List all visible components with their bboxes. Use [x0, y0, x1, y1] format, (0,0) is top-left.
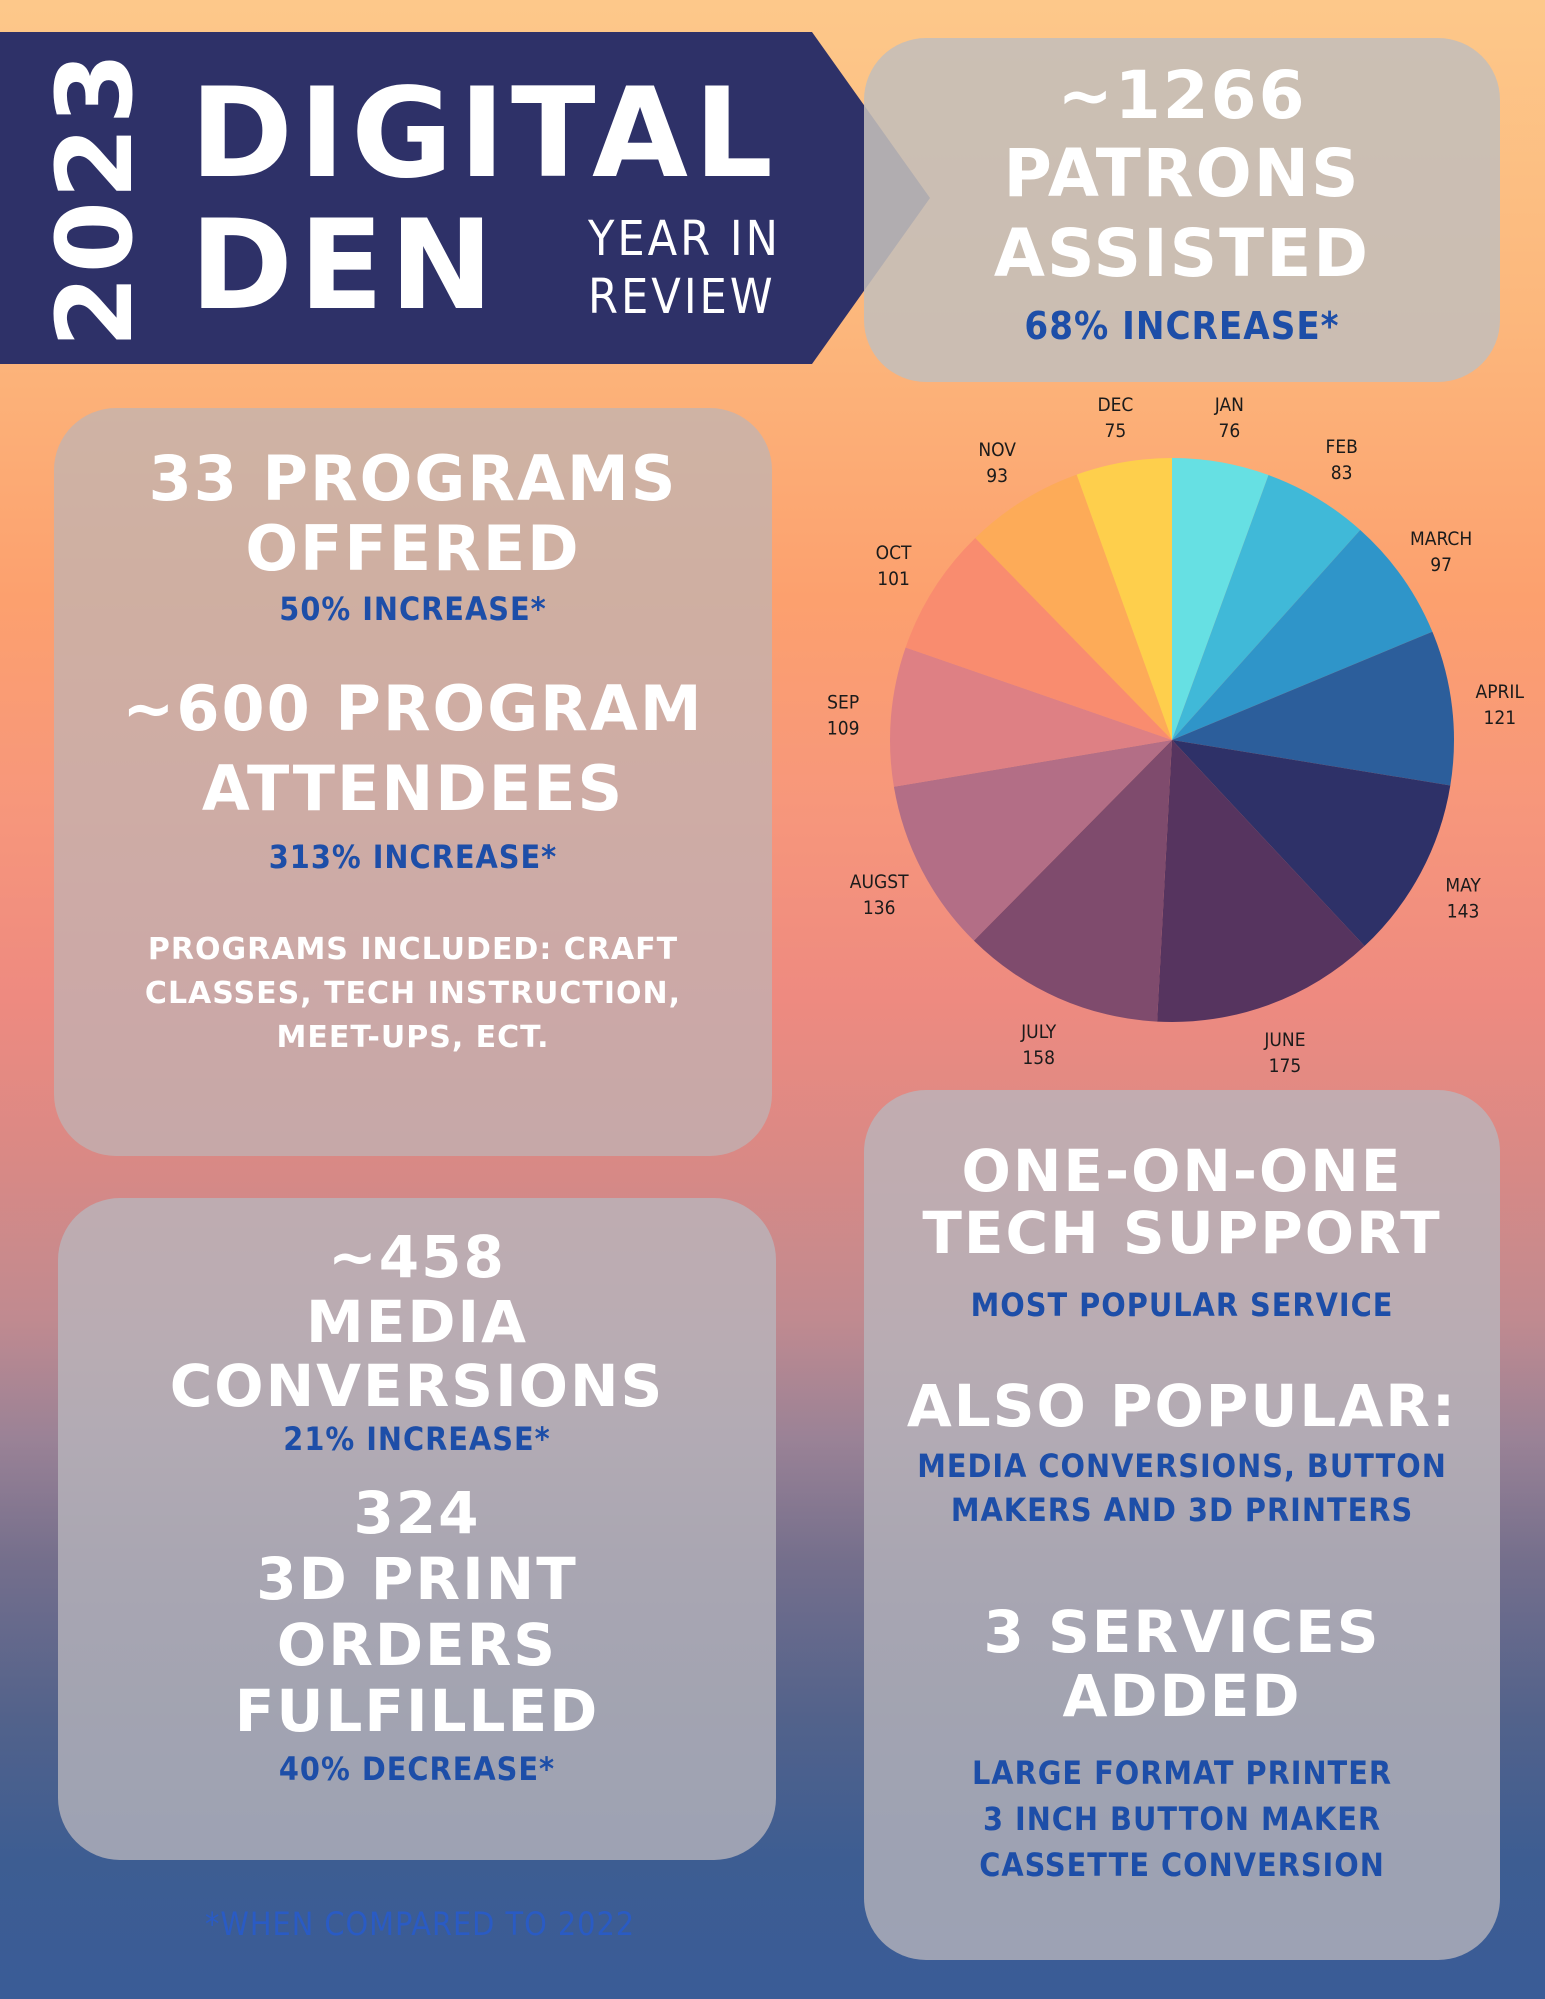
pie-label-month-june: JUNE [1263, 1029, 1305, 1051]
patrons-count: ~1266 [1057, 57, 1307, 134]
programs-card: 33 PROGRAMS OFFERED 50% INCREASE* ~600 P… [54, 408, 772, 1156]
pie-label-month-jan: JAN [1214, 395, 1244, 416]
pie-slice-oct [905, 537, 1172, 740]
pie-label-value-sep: 109 [827, 717, 860, 739]
attendees-change: 313% INCREASE* [268, 838, 558, 876]
patrons-change: 68% INCREASE* [1024, 304, 1340, 348]
print-line1: 3D PRINT [256, 1545, 578, 1613]
pie-label-value-april: 121 [1483, 707, 1516, 729]
year-label: 2023 [34, 50, 156, 348]
services-added-item3: CASSETTE CONVERSION [979, 1846, 1385, 1884]
patrons-line1: PATRONS [1003, 135, 1361, 212]
attendees-line2: ATTENDEES [201, 752, 625, 825]
pie-label-month-oct: OCT [876, 542, 912, 564]
year-label-wrap: 2023 [34, 50, 156, 347]
programs-offered-change: 50% INCREASE* [279, 590, 547, 628]
services-top-line2: TECH SUPPORT [922, 1199, 1442, 1267]
media-count: ~458 [328, 1223, 506, 1291]
header-banner [0, 32, 930, 364]
title-line1: DIGITAL [190, 62, 779, 206]
subtitle-line2: REVIEW [588, 269, 776, 325]
title-line2: DEN [190, 194, 500, 338]
services-added-item2: 3 INCH BUTTON MAKER [982, 1800, 1382, 1838]
pie-slice-dec [1076, 458, 1172, 740]
pie-label-value-oct: 101 [877, 568, 910, 590]
pie-label-month-may: MAY [1445, 874, 1481, 896]
pie-slices [890, 458, 1454, 1022]
pie-label-month-nov: NOV [978, 439, 1016, 461]
pie-label-value-june: 175 [1269, 1055, 1302, 1075]
pie-slice-june [1157, 740, 1365, 1022]
services-also-line1: MEDIA CONVERSIONS, BUTTON [917, 1447, 1447, 1485]
programs-included-line1: PROGRAMS INCLUDED: CRAFT [147, 932, 679, 967]
print-line3: FULFILLED [234, 1677, 600, 1745]
pie-labels: JAN 76 FEB 83 MARCH 97 APRIL 121 MAY 143 JUNE 175 JU… [827, 395, 1525, 1075]
media-card: ~458 MEDIA CONVERSIONS 21% INCREASE* 324… [58, 1198, 776, 1860]
services-added-line2: ADDED [1062, 1662, 1302, 1730]
footer-note: *WHEN COMPARED TO 2022 [205, 1905, 636, 1943]
pie-label-value-feb: 83 [1331, 462, 1353, 484]
pie-slice-march [1172, 530, 1433, 740]
print-line2: ORDERS [276, 1611, 558, 1679]
pie-slice-jan [1172, 458, 1269, 740]
services-card: ONE-ON-ONE TECH SUPPORT MOST POPULAR SER… [864, 1090, 1500, 1960]
pie-label-month-augst: AUGST [850, 871, 909, 893]
pie-label-value-jan: 76 [1218, 420, 1240, 442]
media-change: 21% INCREASE* [283, 1420, 551, 1458]
media-line2: CONVERSIONS [169, 1352, 665, 1420]
pie-label-value-march: 97 [1430, 554, 1452, 576]
patrons-card: ~1266 PATRONS ASSISTED 68% INCREASE* [864, 38, 1500, 382]
pie-slice-may [1172, 740, 1451, 947]
pie-slice-april [1172, 631, 1454, 786]
services-also-title: ALSO POPULAR: [906, 1372, 1458, 1440]
pie-label-value-augst: 136 [863, 897, 896, 919]
pie-label-month-feb: FEB [1326, 436, 1358, 458]
attendees-line1: ~600 PROGRAM [122, 672, 704, 745]
pie-slice-nov [975, 474, 1172, 740]
services-also-line2: MAKERS AND 3D PRINTERS [950, 1491, 1414, 1529]
banner-shape [0, 32, 930, 364]
monthly-patrons-pie-chart: JAN 76 FEB 83 MARCH 97 APRIL 121 MAY 143 JUNE 175 JU… [827, 395, 1525, 1075]
pie-label-value-nov: 93 [986, 465, 1008, 487]
patrons-line2: ASSISTED [993, 215, 1371, 292]
services-top-note: MOST POPULAR SERVICE [970, 1286, 1394, 1324]
programs-offered-line1: 33 PROGRAMS [148, 442, 678, 515]
media-line1: MEDIA [306, 1288, 528, 1356]
pie-label-value-dec: 75 [1105, 420, 1127, 442]
pie-label-value-may: 143 [1447, 900, 1480, 922]
pie-slice-july [973, 740, 1172, 1022]
pie-slice-feb [1172, 475, 1361, 740]
pie-slice-sep [890, 647, 1172, 787]
pie-label-month-dec: DEC [1097, 395, 1133, 416]
print-count: 324 [353, 1479, 481, 1547]
pie-slice-augst [893, 740, 1172, 941]
programs-included-line3: MEET-UPS, ECT. [276, 1020, 550, 1055]
services-added-item1: LARGE FORMAT PRINTER [971, 1754, 1393, 1792]
programs-included-line2: CLASSES, TECH INSTRUCTION, [144, 976, 682, 1011]
pie-label-value-july: 158 [1022, 1047, 1055, 1069]
services-added-line1: 3 SERVICES [983, 1598, 1381, 1666]
pie-label-month-march: MARCH [1410, 528, 1472, 550]
pie-label-month-april: APRIL [1476, 681, 1525, 703]
subtitle-line1: YEAR IN [588, 211, 781, 267]
print-change: 40% DECREASE* [278, 1750, 556, 1788]
pie-label-month-sep: SEP [827, 691, 859, 713]
pie-label-month-july: JULY [1020, 1021, 1057, 1043]
services-top-line1: ONE-ON-ONE [961, 1137, 1403, 1205]
programs-offered-line2: OFFERED [245, 512, 581, 585]
